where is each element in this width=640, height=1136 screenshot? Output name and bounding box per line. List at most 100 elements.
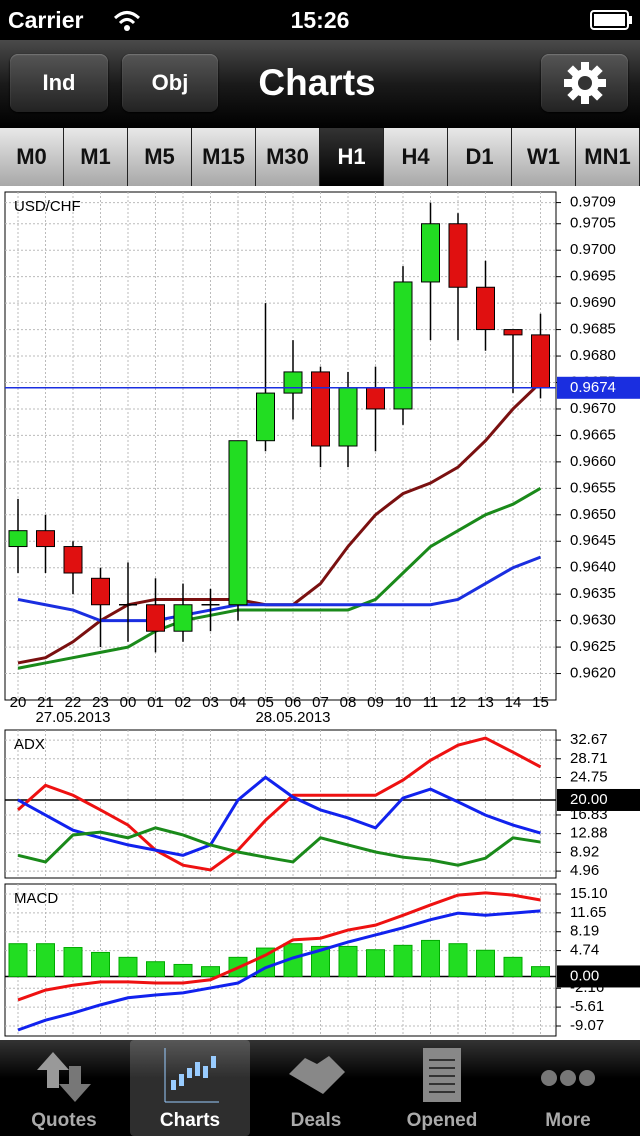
x-tick-label: 08 bbox=[340, 694, 357, 711]
indicator-line bbox=[17, 891, 541, 1002]
panel-title: USD/CHF bbox=[14, 198, 81, 215]
indicator-line bbox=[17, 826, 541, 867]
status-bar: Carrier 15:26 bbox=[0, 0, 640, 40]
tab-icon bbox=[541, 1070, 595, 1086]
y-tick-label: 0.9630 bbox=[570, 612, 616, 629]
candle-body bbox=[421, 223, 440, 283]
tab-icon bbox=[289, 1056, 345, 1094]
y-tick-label: 0.9705 bbox=[570, 215, 616, 232]
candle-body bbox=[448, 223, 468, 288]
tab-button[interactable]: More bbox=[508, 1040, 628, 1136]
date-label: 27.05.2013 bbox=[35, 709, 110, 726]
candle-body bbox=[146, 604, 165, 632]
nav-button[interactable]: Obj bbox=[122, 54, 218, 112]
timeframe-button[interactable]: M15 bbox=[192, 128, 255, 186]
y-tick-label: 0.9700 bbox=[570, 241, 616, 258]
candle-body bbox=[91, 577, 110, 606]
timeframe-button[interactable]: M1 bbox=[64, 128, 127, 186]
timeframe-button[interactable]: H1 bbox=[320, 128, 383, 186]
y-tick-label: 0.9690 bbox=[570, 294, 616, 311]
x-tick-label: 03 bbox=[202, 694, 219, 711]
x-tick-label: 23 bbox=[92, 694, 109, 711]
x-tick-label: 09 bbox=[367, 694, 384, 711]
y-tick-label: 12.88 bbox=[570, 825, 608, 842]
level-label: 0.00 bbox=[570, 967, 599, 984]
histogram-bar bbox=[118, 956, 138, 977]
histogram-bar bbox=[146, 961, 165, 977]
x-tick-label: 04 bbox=[230, 694, 247, 711]
x-tick-label: 01 bbox=[147, 694, 164, 711]
x-tick-label: 07 bbox=[312, 694, 329, 711]
nav-title: Charts bbox=[258, 62, 376, 103]
indicator-line bbox=[17, 555, 542, 623]
tab-icon bbox=[164, 1048, 219, 1103]
y-tick-label: 0.9665 bbox=[570, 426, 616, 443]
y-tick-label: 0.9650 bbox=[570, 506, 616, 523]
x-tick-label: 14 bbox=[505, 694, 522, 711]
y-tick-label: 0.9709 bbox=[570, 194, 616, 211]
x-tick-label: 22 bbox=[65, 694, 82, 711]
y-tick-label: 24.75 bbox=[570, 768, 608, 785]
nav-button[interactable]: Ind bbox=[10, 54, 108, 112]
y-tick-label: 0.9625 bbox=[570, 638, 616, 655]
indicator-line bbox=[17, 909, 541, 1032]
plot-area bbox=[4, 883, 557, 1037]
candle-body bbox=[338, 387, 358, 447]
tab-button[interactable]: Charts bbox=[130, 1040, 250, 1136]
nav-bar: Ind Obj Charts bbox=[0, 40, 640, 128]
tab-icon bbox=[423, 1048, 461, 1102]
histogram-bar bbox=[503, 956, 523, 977]
histogram-bar bbox=[201, 966, 220, 977]
y-tick-label: 0.9670 bbox=[570, 400, 616, 417]
candle-body bbox=[256, 392, 275, 442]
panel-title: MACD bbox=[14, 890, 58, 907]
x-tick-label: 10 bbox=[395, 694, 412, 711]
tab-label: Opened bbox=[406, 1110, 478, 1131]
plot-area bbox=[4, 191, 557, 701]
candle-body bbox=[173, 604, 193, 632]
x-tick-label: 05 bbox=[257, 694, 274, 711]
battery-icon bbox=[590, 10, 632, 30]
y-tick-label: -5.61 bbox=[570, 998, 604, 1015]
x-tick-label: 13 bbox=[477, 694, 494, 711]
candle-body bbox=[311, 371, 330, 447]
candle-body bbox=[366, 387, 385, 410]
x-tick-label: 02 bbox=[175, 694, 192, 711]
gear-icon bbox=[563, 62, 606, 104]
y-tick-label: 0.9655 bbox=[570, 479, 616, 496]
histogram-bar bbox=[448, 943, 468, 977]
settings-button[interactable] bbox=[541, 54, 628, 112]
clock: 15:26 bbox=[290, 7, 350, 33]
y-tick-label: 32.67 bbox=[570, 731, 608, 748]
timeframe-button[interactable]: M5 bbox=[128, 128, 191, 186]
candle-body bbox=[228, 440, 248, 606]
y-tick-label: 4.96 bbox=[570, 862, 599, 879]
level-label-bg bbox=[557, 788, 640, 811]
histogram-bar bbox=[8, 943, 28, 977]
y-tick-label: 0.9640 bbox=[570, 559, 616, 576]
timeframe-button[interactable]: D1 bbox=[448, 128, 511, 186]
tab-button[interactable]: Opened bbox=[382, 1040, 502, 1136]
candle-body bbox=[63, 546, 83, 574]
timeframe-button[interactable]: M0 bbox=[0, 128, 63, 186]
level-label: 0.9674 bbox=[570, 379, 616, 396]
tab-button[interactable]: Quotes bbox=[4, 1040, 124, 1136]
timeframe-button[interactable]: W1 bbox=[512, 128, 575, 186]
histogram-bar bbox=[173, 963, 193, 977]
y-tick-label: 8.92 bbox=[570, 843, 599, 860]
y-tick-label: 28.71 bbox=[570, 750, 608, 767]
candle-body bbox=[476, 286, 495, 331]
histogram-bar bbox=[63, 947, 83, 977]
candle-body bbox=[503, 329, 523, 336]
level-label: 20.00 bbox=[570, 791, 608, 808]
tab-button[interactable]: Deals bbox=[256, 1040, 376, 1136]
timeframe-button[interactable]: M30 bbox=[256, 128, 319, 186]
y-tick-label: 0.9685 bbox=[570, 321, 616, 338]
histogram-bar bbox=[421, 939, 440, 977]
x-tick-label: 20 bbox=[10, 694, 27, 711]
timeframe-button[interactable]: MN1 bbox=[576, 128, 639, 186]
tab-label: More bbox=[545, 1110, 591, 1131]
timeframe-button[interactable]: H4 bbox=[384, 128, 447, 186]
x-tick-label: 21 bbox=[37, 694, 54, 711]
